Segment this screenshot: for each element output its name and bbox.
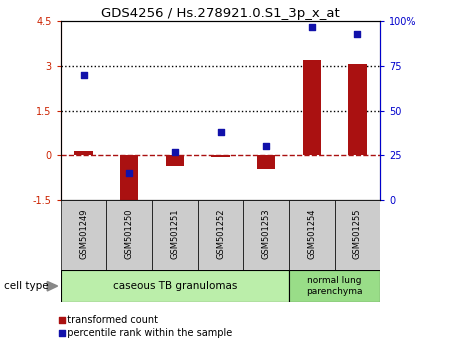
Polygon shape — [47, 281, 58, 291]
Point — [58, 318, 66, 323]
Bar — [198, 200, 243, 271]
Bar — [152, 200, 198, 271]
Bar — [335, 200, 380, 271]
Point — [126, 170, 133, 176]
Point — [308, 24, 315, 29]
Text: GSM501252: GSM501252 — [216, 209, 225, 259]
Point — [354, 31, 361, 36]
Point — [171, 149, 179, 155]
Point — [262, 144, 270, 149]
Text: GSM501249: GSM501249 — [79, 209, 88, 259]
Bar — [257, 155, 275, 169]
Title: GDS4256 / Hs.278921.0.S1_3p_x_at: GDS4256 / Hs.278921.0.S1_3p_x_at — [101, 7, 340, 20]
Text: GSM501254: GSM501254 — [307, 209, 316, 259]
Text: GSM501251: GSM501251 — [171, 209, 180, 259]
Bar — [61, 200, 106, 271]
Bar — [74, 151, 93, 155]
Text: cell type: cell type — [4, 281, 49, 291]
Text: percentile rank within the sample: percentile rank within the sample — [61, 328, 232, 338]
Bar — [61, 270, 289, 302]
Text: GSM501255: GSM501255 — [353, 209, 362, 259]
Point — [58, 330, 66, 336]
Text: transformed count: transformed count — [61, 315, 158, 325]
Bar — [166, 155, 184, 166]
Bar — [212, 155, 230, 157]
Point — [217, 129, 224, 135]
Bar — [303, 60, 321, 155]
Bar — [106, 200, 152, 271]
Bar — [243, 200, 289, 271]
Point — [80, 72, 87, 78]
Bar — [289, 270, 380, 302]
Text: GSM501253: GSM501253 — [261, 209, 270, 259]
Text: GSM501250: GSM501250 — [125, 209, 134, 259]
Text: normal lung
parenchyma: normal lung parenchyma — [306, 276, 363, 296]
Text: caseous TB granulomas: caseous TB granulomas — [112, 281, 237, 291]
Bar — [120, 155, 138, 201]
Bar — [348, 64, 367, 155]
Bar — [289, 200, 335, 271]
